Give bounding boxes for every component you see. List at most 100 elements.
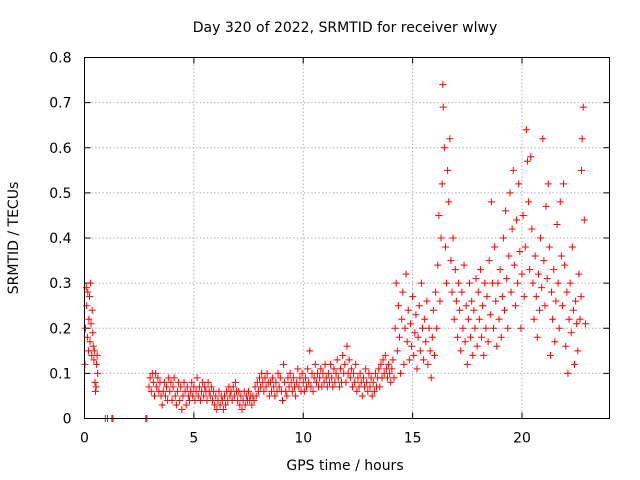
data-point bbox=[85, 315, 93, 323]
data-point bbox=[180, 378, 188, 386]
data-point bbox=[353, 387, 361, 395]
data-point bbox=[451, 266, 459, 274]
data-point bbox=[276, 374, 284, 382]
data-point bbox=[404, 306, 412, 314]
data-point bbox=[457, 347, 465, 355]
y-tick-label: 0.3 bbox=[49, 276, 71, 292]
data-point bbox=[574, 347, 582, 355]
data-point bbox=[306, 347, 314, 355]
data-point bbox=[289, 374, 297, 382]
data-point bbox=[282, 387, 290, 395]
data-point bbox=[510, 261, 518, 269]
data-point bbox=[333, 356, 341, 364]
data-point bbox=[305, 378, 313, 386]
data-point bbox=[493, 342, 501, 350]
data-point bbox=[509, 166, 517, 174]
data-point bbox=[480, 351, 488, 359]
data-point bbox=[260, 387, 268, 395]
data-point bbox=[298, 369, 306, 377]
data-point bbox=[381, 351, 389, 359]
data-point bbox=[573, 320, 581, 328]
data-point bbox=[147, 387, 155, 395]
data-point bbox=[335, 383, 343, 391]
data-point bbox=[476, 266, 484, 274]
data-point bbox=[411, 329, 419, 337]
data-point bbox=[552, 297, 560, 305]
data-point bbox=[390, 374, 398, 382]
data-point bbox=[388, 365, 396, 373]
data-point bbox=[531, 252, 539, 260]
data-point bbox=[328, 374, 336, 382]
data-point bbox=[554, 279, 562, 287]
data-point bbox=[94, 369, 102, 377]
data-point bbox=[166, 387, 174, 395]
data-point bbox=[571, 360, 578, 368]
data-point bbox=[446, 135, 454, 143]
data-point bbox=[578, 166, 585, 174]
data-point bbox=[560, 180, 568, 188]
data-point bbox=[262, 383, 270, 391]
data-point bbox=[370, 387, 378, 395]
data-point bbox=[567, 329, 575, 337]
data-point bbox=[443, 279, 451, 287]
data-point bbox=[566, 279, 574, 287]
data-point bbox=[558, 302, 566, 310]
data-point bbox=[371, 369, 379, 377]
data-point bbox=[511, 302, 519, 310]
data-point bbox=[410, 351, 418, 359]
data-point bbox=[316, 374, 324, 382]
data-point bbox=[434, 261, 442, 269]
data-point bbox=[561, 261, 569, 269]
data-point bbox=[149, 378, 157, 386]
data-point bbox=[281, 378, 289, 386]
data-point bbox=[219, 405, 227, 413]
data-point bbox=[448, 288, 456, 296]
x-tick-label: 0 bbox=[80, 431, 89, 447]
data-point bbox=[568, 243, 576, 251]
data-point bbox=[506, 189, 514, 197]
data-point bbox=[339, 351, 347, 359]
data-point bbox=[167, 378, 175, 386]
y-tick-label: 0.2 bbox=[49, 321, 71, 337]
data-point bbox=[352, 360, 360, 368]
data-point bbox=[439, 103, 447, 111]
data-point bbox=[468, 297, 476, 305]
data-point bbox=[307, 383, 315, 391]
data-point bbox=[441, 243, 449, 251]
data-point bbox=[534, 270, 542, 278]
data-point bbox=[145, 383, 153, 391]
data-point bbox=[523, 157, 531, 165]
data-point bbox=[364, 387, 372, 395]
data-point bbox=[405, 356, 413, 364]
y-axis-ticks: 0 0.1 0.2 0.3 0.4 0.5 0.6 0.7 0.8 bbox=[49, 51, 610, 428]
data-point bbox=[283, 392, 291, 400]
data-point bbox=[173, 387, 181, 395]
data-point bbox=[469, 351, 477, 359]
data-point bbox=[518, 270, 526, 278]
data-point bbox=[312, 378, 320, 386]
data-point bbox=[82, 284, 90, 292]
data-point bbox=[427, 374, 435, 382]
data-point bbox=[215, 387, 223, 395]
data-point bbox=[507, 288, 515, 296]
data-point bbox=[459, 324, 467, 332]
data-point bbox=[294, 365, 302, 373]
data-point bbox=[91, 387, 99, 395]
data-point bbox=[406, 320, 414, 328]
data-point bbox=[193, 374, 201, 382]
data-point bbox=[532, 293, 540, 301]
data-point bbox=[546, 351, 554, 359]
data-point bbox=[317, 365, 325, 373]
data-point bbox=[204, 378, 212, 386]
data-point bbox=[84, 347, 92, 355]
data-point bbox=[551, 338, 559, 346]
data-point bbox=[413, 365, 421, 373]
data-point bbox=[491, 243, 499, 251]
data-point bbox=[89, 329, 97, 337]
data-point bbox=[578, 135, 586, 143]
data-point bbox=[466, 279, 473, 287]
data-point bbox=[399, 288, 407, 296]
data-point bbox=[422, 338, 430, 346]
data-point bbox=[576, 315, 584, 323]
data-point bbox=[482, 324, 490, 332]
